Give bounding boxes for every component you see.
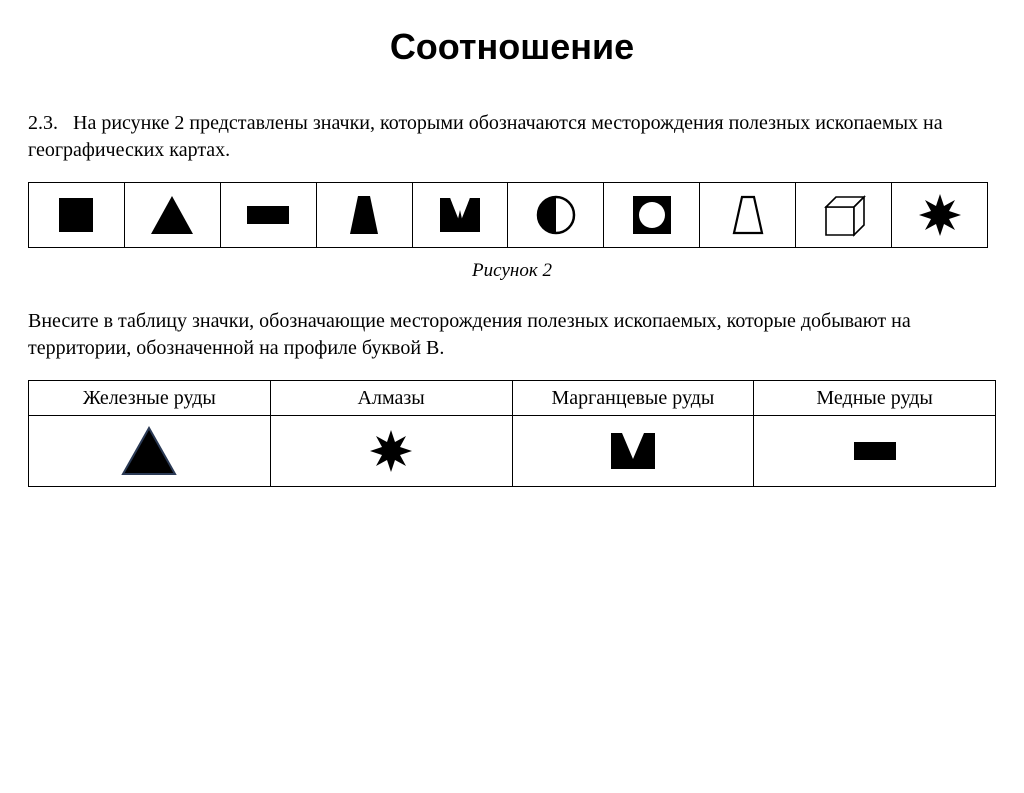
figure-caption: Рисунок 2 [0,260,1024,282]
trapezoid-outline-icon [731,193,765,237]
answer-header: Марганцевые руды [512,381,754,416]
icon-cell [316,183,412,248]
bar-icon [851,439,899,463]
answer-cell [754,416,996,487]
answer-cell [29,416,271,487]
m-notch-icon [607,429,659,473]
icons-legend-table [28,182,988,248]
star-icon [917,192,963,238]
icon-cell [796,183,892,248]
m-notch-icon [437,195,483,235]
answer-header: Медные руды [754,381,996,416]
instruction-paragraph: Внесите в таблицу значки, обозначающие м… [28,308,996,362]
icon-cell [508,183,604,248]
triangle-icon [119,424,179,478]
square-icon [55,194,97,236]
icon-cell [124,183,220,248]
intro-paragraph: 2.3. На рисунке 2 представлены значки, к… [28,110,996,164]
icon-cell [700,183,796,248]
trapezoid-filled-icon [347,193,381,237]
icon-cell [220,183,316,248]
icon-cell [892,183,988,248]
answer-header: Алмазы [270,381,512,416]
star-icon [368,428,414,474]
answer-cell [270,416,512,487]
triangle-icon [149,193,195,237]
icon-cell [604,183,700,248]
icon-cell [412,183,508,248]
icon-cell [29,183,125,248]
half-circle-icon [535,194,577,236]
cube-icon [820,191,868,239]
ring-icon [630,193,674,237]
answer-table: Железные руды Алмазы Марганцевые руды Ме… [28,380,996,487]
page-title: Соотношение [0,26,1024,68]
answer-header: Железные руды [29,381,271,416]
bar-icon [244,203,292,227]
answer-cell [512,416,754,487]
